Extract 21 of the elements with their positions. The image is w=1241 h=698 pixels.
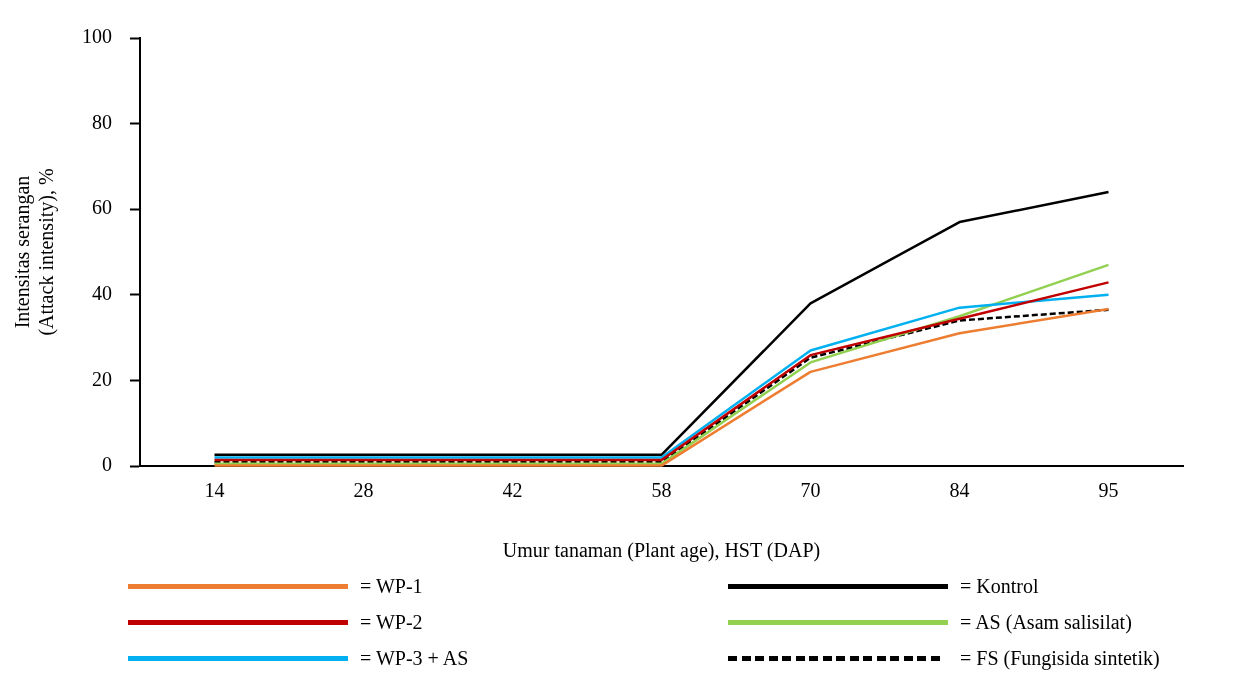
y-axis-title: Intensitas serangan (Attack intensity), % <box>11 168 59 336</box>
y-tick-label: 60 <box>92 196 112 219</box>
y-tick-label: 100 <box>82 25 112 48</box>
legend-label: = FS (Fungisida sintetik) <box>960 646 1160 670</box>
legend-label: = WP-2 <box>360 610 423 634</box>
y-tick-label: 20 <box>92 367 112 390</box>
legend-label: = WP-1 <box>360 574 423 598</box>
legend-label: = WP-3 + AS <box>360 646 469 670</box>
x-axis-title: Umur tanaman (Plant age), HST (DAP) <box>502 539 821 563</box>
legend-label: = Kontrol <box>960 574 1039 598</box>
x-tick-label: 95 <box>1098 479 1119 502</box>
y-tick-label: 40 <box>92 282 112 305</box>
x-tick-label: 28 <box>353 479 374 502</box>
x-tick-label: 14 <box>204 479 225 502</box>
y-tick-label: 80 <box>92 110 112 133</box>
legend-label: = AS (Asam salisilat) <box>960 610 1132 634</box>
x-tick-label: 70 <box>800 479 821 502</box>
x-tick-label: 58 <box>651 479 672 502</box>
x-tick-label: 84 <box>949 479 970 502</box>
y-tick-label: 0 <box>102 453 112 476</box>
x-tick-label: 42 <box>502 479 523 502</box>
